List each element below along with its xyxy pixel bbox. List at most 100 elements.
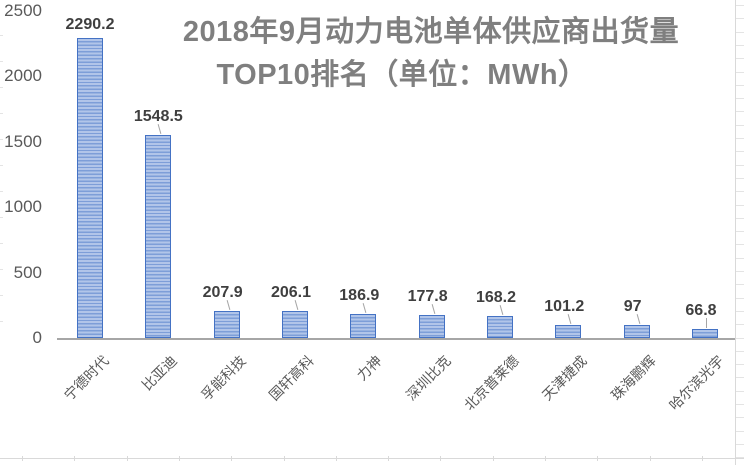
bar-天津捷成 [555,324,582,338]
spreadsheet-gridline [0,295,3,296]
spreadsheet-gridline [0,191,3,192]
spreadsheet-gridline [736,151,744,153]
data-label-leader-line [705,318,707,329]
spreadsheet-gridline [736,31,744,33]
bar-哈尔滨光宇 [691,329,718,338]
spreadsheet-gridline [736,417,744,419]
spreadsheet-gridline [736,390,744,392]
spreadsheet-gridline [736,350,744,352]
category-label: 天津捷成 [539,352,591,404]
spreadsheet-gridline [0,61,3,62]
spreadsheet-gridline [736,337,744,339]
spreadsheet-gridline [736,324,744,326]
spreadsheet-gridline [736,138,744,139]
spreadsheet-gridline [736,443,744,445]
spreadsheet-gridline [126,456,128,461]
spreadsheet-gridline [0,243,3,244]
bar-比亚迪 [145,135,172,338]
spreadsheet-gridline [0,139,3,140]
spreadsheet-gridline [0,35,3,36]
spreadsheet-gridline [736,244,744,246]
spreadsheet-gridline [74,456,76,461]
category-label: 国轩高科 [265,352,317,404]
bar-value-label: 168.2 [475,288,516,306]
bar-北京普莱德 [486,315,513,338]
spreadsheet-gridline [736,297,744,299]
y-axis-tick-label: 1500 [4,131,42,151]
bar-宁德时代 [77,38,103,338]
spreadsheet-gridline [736,204,744,206]
bar-孚能科技 [213,310,240,338]
spreadsheet-gridline [736,177,744,179]
spreadsheet-gridline [736,377,744,379]
spreadsheet-gridline [736,217,744,219]
spreadsheet-gridline [736,124,744,126]
spreadsheet-gridline [735,0,736,465]
spreadsheet-gridline [736,364,744,366]
bar-value-label: 101.2 [544,297,585,315]
bar-深圳比克 [418,314,445,338]
bar-value-label: 97 [623,298,642,316]
chart-title-line-1: 2018年9月动力电池单体供应商出货量 [182,16,680,48]
spreadsheet-gridline [0,165,3,166]
spreadsheet-gridline [736,5,744,6]
spreadsheet-gridline [736,257,744,259]
spreadsheet-gridline [0,269,3,270]
spreadsheet-gridline [736,284,744,286]
x-axis-line [57,338,735,340]
y-axis-tick-label: 0 [32,328,42,347]
spreadsheet-gridline [335,456,337,461]
bar-value-label: 186.9 [339,286,380,304]
spreadsheet-gridline [736,44,744,46]
category-label: 孚能科技 [197,352,249,404]
category-label: 深圳比克 [402,352,454,404]
spreadsheet-gridline [649,456,651,461]
spreadsheet-gridline [0,113,3,114]
y-axis-tick-label: 500 [13,262,42,282]
bar-value-label: 66.8 [685,302,717,320]
category-label: 珠海鹏辉 [607,352,659,404]
spreadsheet-gridline [440,456,442,461]
spreadsheet-gridline [736,191,744,193]
bar-value-label: 206.1 [270,284,311,302]
spreadsheet-gridline [388,456,390,461]
spreadsheet-gridline [736,18,744,20]
category-label: 北京普莱德 [460,352,522,414]
chart-title-line-2: TOP10排名（单位：MWh） [216,59,588,91]
bar-value-label: 177.8 [407,287,448,305]
spreadsheet-gridline [545,456,546,461]
y-axis-tick-label: 1000 [4,197,42,217]
spreadsheet-gridline [0,87,3,88]
spreadsheet-gridline [736,164,744,166]
bar-国轩高科 [281,311,308,338]
bar-珠海鹏辉 [623,325,650,338]
spreadsheet-gridline [283,456,285,461]
bar-value-label: 2290.2 [65,16,115,34]
category-label: 哈尔滨光宇 [665,352,727,414]
category-label: 比亚迪 [139,352,181,394]
spreadsheet-gridline [701,456,703,461]
y-axis-tick-label: 2500 [4,1,42,20]
spreadsheet-gridline [22,456,23,461]
spreadsheet-gridline [736,58,744,60]
spreadsheet-gridline [178,456,180,461]
spreadsheet-gridline [0,217,3,218]
bar-value-label: 207.9 [202,283,243,301]
spreadsheet-gridline [736,404,744,405]
spreadsheet-gridline [736,271,744,272]
spreadsheet-gridline [0,458,744,459]
spreadsheet-gridline [736,98,744,100]
spreadsheet-gridline [231,456,233,461]
spreadsheet-gridline [736,430,744,432]
spreadsheet-gridline [736,111,744,113]
category-label: 宁德时代 [60,352,112,404]
bar-力神 [350,313,377,338]
spreadsheet-gridline [597,456,599,461]
category-label: 力神 [353,352,386,384]
spreadsheet-gridline [492,456,494,461]
spreadsheet-gridline [736,457,744,459]
spreadsheet-gridline [736,84,744,86]
y-axis-tick-label: 2000 [4,66,42,86]
bar-value-label: 1548.5 [133,108,183,126]
